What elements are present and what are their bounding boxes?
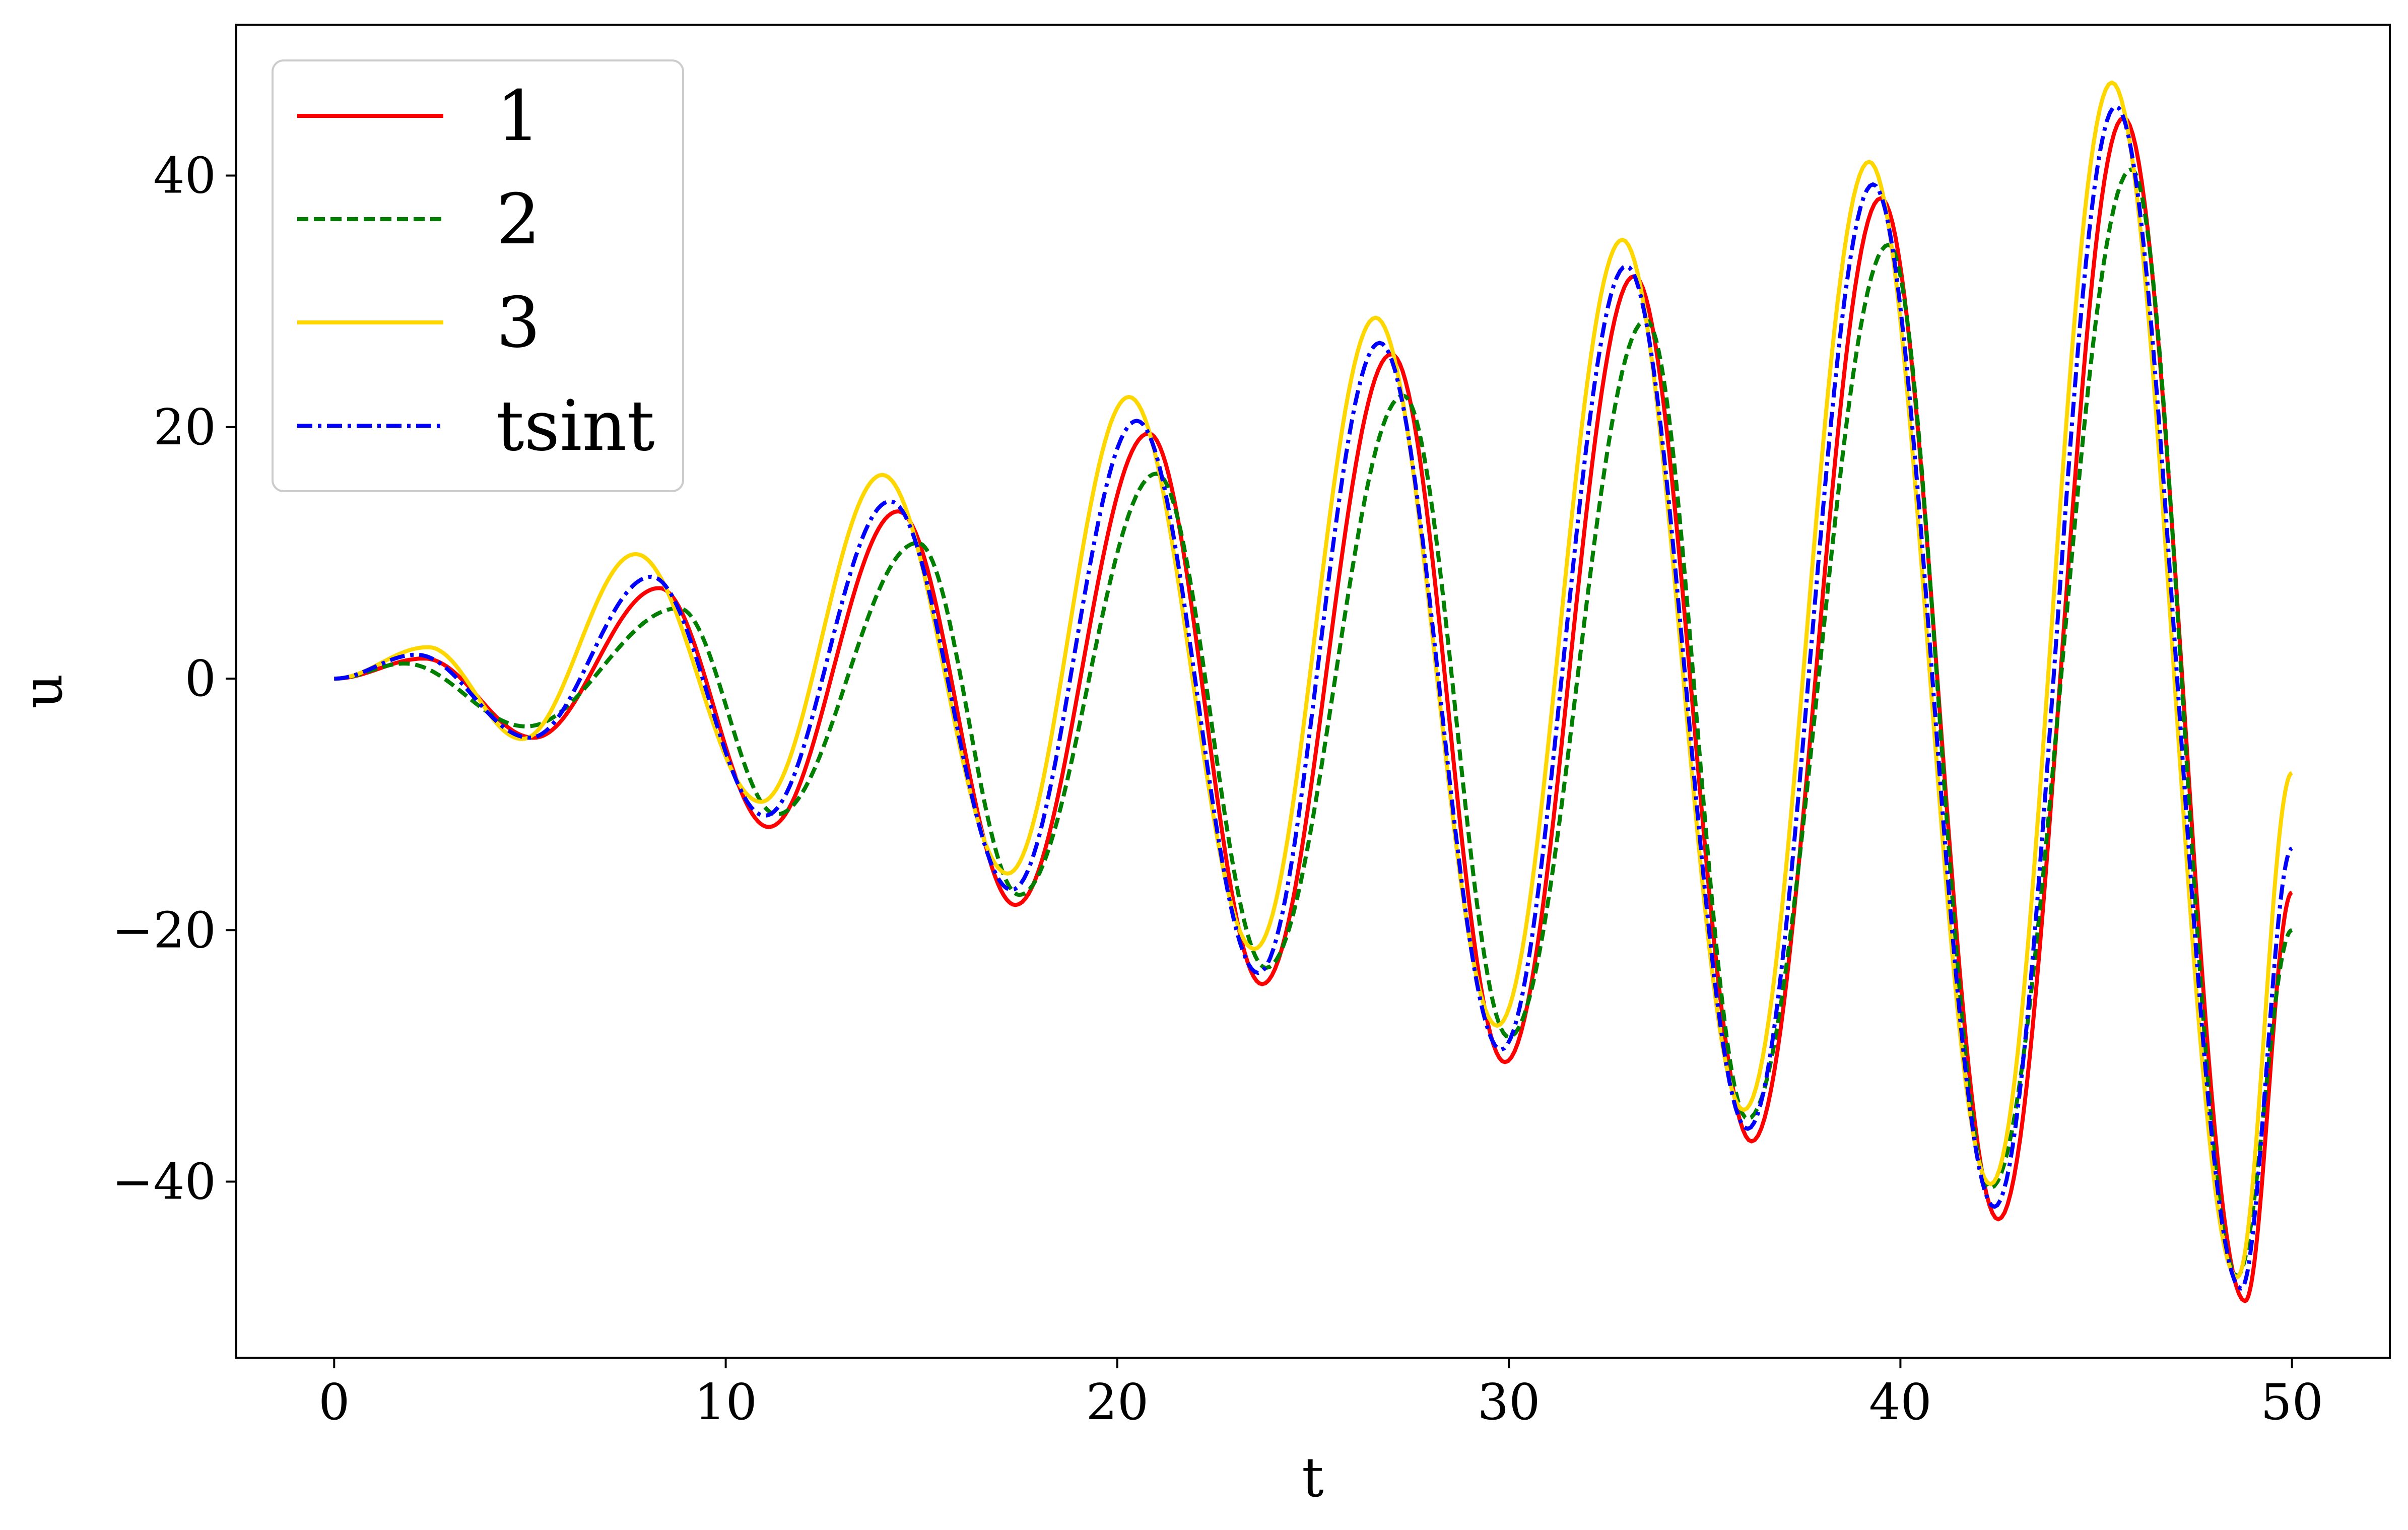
y-tick-label: −40 (112, 1154, 216, 1211)
legend-label-1: 2 (496, 179, 541, 260)
series-line-2 (334, 80, 2293, 1280)
y-axis-title: u (12, 674, 75, 709)
y-tick-label: 20 (153, 399, 216, 456)
legend-label-0: 1 (496, 76, 541, 157)
legend-label-3: tsint (496, 385, 655, 467)
legend-label-2: 3 (496, 282, 541, 363)
x-tick-label: 10 (694, 1374, 757, 1431)
plot-frame (235, 24, 2391, 1359)
legend-box (272, 59, 684, 492)
ticks-layer: 0 10 20 30 40 50 −40 −20 0 20 40 (112, 148, 2323, 1431)
x-tick-label: 20 (1086, 1374, 1149, 1431)
series-layer (333, 80, 2293, 1303)
legend-entries: 1 2 3 tsint (297, 76, 655, 467)
legend: 1 2 3 tsint (272, 59, 684, 492)
series-line-3 (334, 104, 2293, 1291)
y-tick-label: −20 (112, 902, 216, 959)
x-tick-label: 30 (1478, 1374, 1541, 1431)
x-tick-label: 0 (318, 1374, 350, 1431)
y-tick-label: 40 (153, 148, 216, 205)
series-line-0 (334, 115, 2293, 1303)
y-tick-label: 0 (185, 650, 216, 708)
x-tick-label: 50 (2260, 1374, 2323, 1431)
x-axis-title: t (1302, 1446, 1323, 1509)
x-tick-label: 40 (1869, 1374, 1932, 1431)
series-line-1 (333, 167, 2293, 1278)
